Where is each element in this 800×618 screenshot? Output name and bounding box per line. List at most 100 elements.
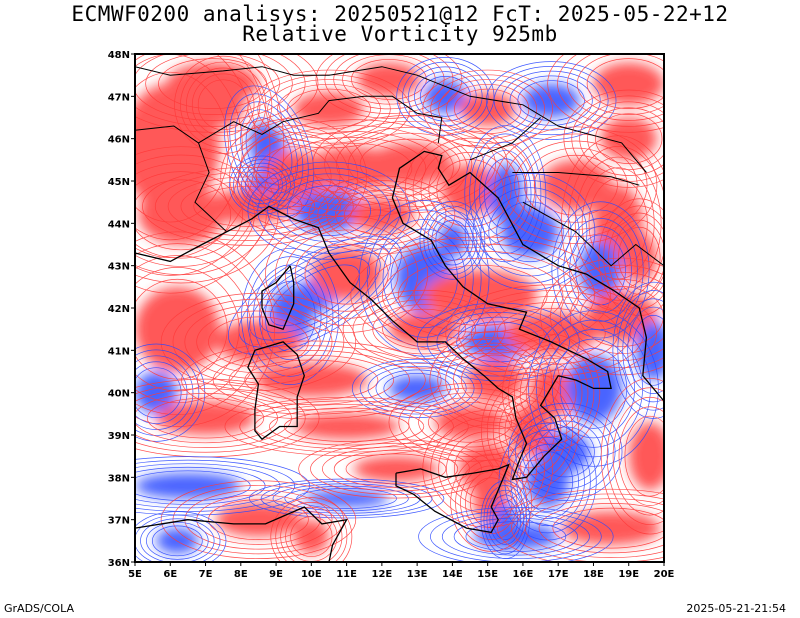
vorticity-contour	[352, 294, 496, 364]
vorticity-contour	[135, 54, 319, 133]
vorticity-core	[304, 490, 389, 507]
political-border	[469, 117, 541, 161]
vorticity-contour	[569, 279, 664, 354]
vorticity-contour	[613, 219, 664, 295]
lon-tick-label: 14E	[442, 569, 463, 580]
vorticity-contour	[196, 494, 321, 545]
political-border	[198, 95, 443, 144]
coastlines	[135, 66, 664, 562]
vorticity-contour	[362, 299, 486, 359]
coastline	[247, 341, 305, 441]
vorticity-contour	[358, 200, 490, 357]
vorticity-contour	[135, 367, 182, 418]
vorticity-contour	[488, 194, 572, 270]
vorticity-contour	[454, 438, 522, 500]
vorticity-contour	[464, 173, 596, 291]
vorticity-contour	[412, 137, 528, 242]
vorticity-contour	[469, 133, 542, 254]
vorticity-contour	[185, 67, 261, 142]
vorticity-contour	[622, 298, 664, 403]
political-border	[512, 172, 640, 186]
vorticity-contour	[627, 306, 664, 394]
vorticity-contour	[333, 54, 445, 110]
vorticity-contour	[418, 397, 522, 448]
vorticity-contour	[587, 107, 664, 170]
vorticity-contour	[563, 217, 638, 322]
coastline	[135, 506, 348, 562]
vorticity-contour	[140, 518, 215, 562]
vorticity-contour	[308, 175, 456, 255]
lon-tick-label: 17E	[548, 569, 569, 580]
vorticity-contour	[408, 392, 532, 453]
lon-tick-label: 11E	[336, 569, 357, 580]
lat-tick-label: 38N	[108, 473, 130, 484]
vorticity-contour	[280, 506, 343, 562]
vorticity-contour	[247, 161, 411, 260]
lon-tick-label: 20E	[654, 569, 675, 580]
vorticity-contour	[402, 61, 489, 131]
vorticity-contour	[326, 185, 438, 245]
vorticity-contour	[497, 488, 664, 562]
vorticity-contour	[563, 89, 664, 188]
vorticity-contour	[465, 521, 567, 552]
vorticity-contour	[267, 173, 391, 248]
vorticity-contour	[336, 126, 485, 202]
lat-tick-label: 37N	[108, 516, 130, 527]
coastline	[395, 463, 510, 534]
lon-tick-label: 12E	[371, 569, 392, 580]
vorticity-contour	[420, 144, 520, 235]
vorticity-contour	[571, 95, 664, 182]
vorticity-core	[156, 401, 255, 436]
lat-tick-label: 40N	[108, 389, 130, 400]
vorticity-core	[561, 511, 661, 546]
vorticity-contour	[430, 74, 546, 144]
vorticity-contour	[294, 236, 399, 312]
vorticity-core	[473, 523, 559, 550]
vorticity-contour	[269, 407, 425, 446]
vorticity-contour	[146, 521, 209, 560]
vorticity-contour	[258, 272, 322, 361]
vorticity-contour	[617, 290, 664, 411]
vorticity-contour	[135, 154, 267, 276]
vorticity-contour	[575, 234, 626, 306]
vorticity-contour	[284, 485, 409, 512]
vorticity-contour	[135, 54, 293, 121]
vorticity-contour	[595, 113, 663, 164]
vorticity-contour	[237, 162, 287, 208]
political-border	[135, 66, 647, 173]
vorticity-contour	[146, 397, 265, 439]
vorticity-contour	[435, 219, 470, 261]
vorticity-contour	[180, 181, 316, 232]
vorticity-contour	[528, 310, 659, 467]
lat-tick-label: 45N	[108, 177, 130, 188]
vorticity-contour	[382, 250, 580, 340]
vorticity-contour	[492, 386, 568, 476]
lon-tick-label: 18E	[583, 569, 604, 580]
vorticity-contour	[135, 463, 281, 509]
vorticity-contour	[479, 150, 532, 238]
vorticity-contour	[502, 333, 601, 452]
vorticity-contour	[509, 75, 593, 126]
vorticity-contour	[485, 61, 617, 140]
vorticity-contour	[437, 336, 553, 424]
vorticity-contour	[383, 373, 451, 404]
latitude-axis: 36N 37N 38N 39N 40N 41N 42N 43N 44N 45N 46N 47N 48N	[108, 50, 135, 569]
coastline	[261, 265, 295, 330]
vorticity-contour	[419, 200, 486, 280]
vorticity-contour	[321, 446, 470, 492]
vorticity-contour	[606, 387, 664, 525]
lat-tick-label: 41N	[108, 346, 130, 357]
vorticity-contour	[212, 350, 410, 410]
vorticity-contour	[508, 402, 623, 501]
vorticity-contour	[145, 54, 280, 115]
vorticity-contour	[284, 229, 409, 319]
vorticity-contour	[446, 83, 530, 135]
vorticity-contour	[229, 155, 295, 215]
vorticity-contour	[290, 516, 333, 557]
vorticity-core	[586, 291, 657, 342]
vorticity-contour	[208, 499, 309, 540]
vorticity-contour	[229, 93, 309, 210]
vorticity-contour	[298, 439, 494, 499]
political-border	[522, 201, 664, 267]
vorticity-contour	[366, 209, 482, 348]
